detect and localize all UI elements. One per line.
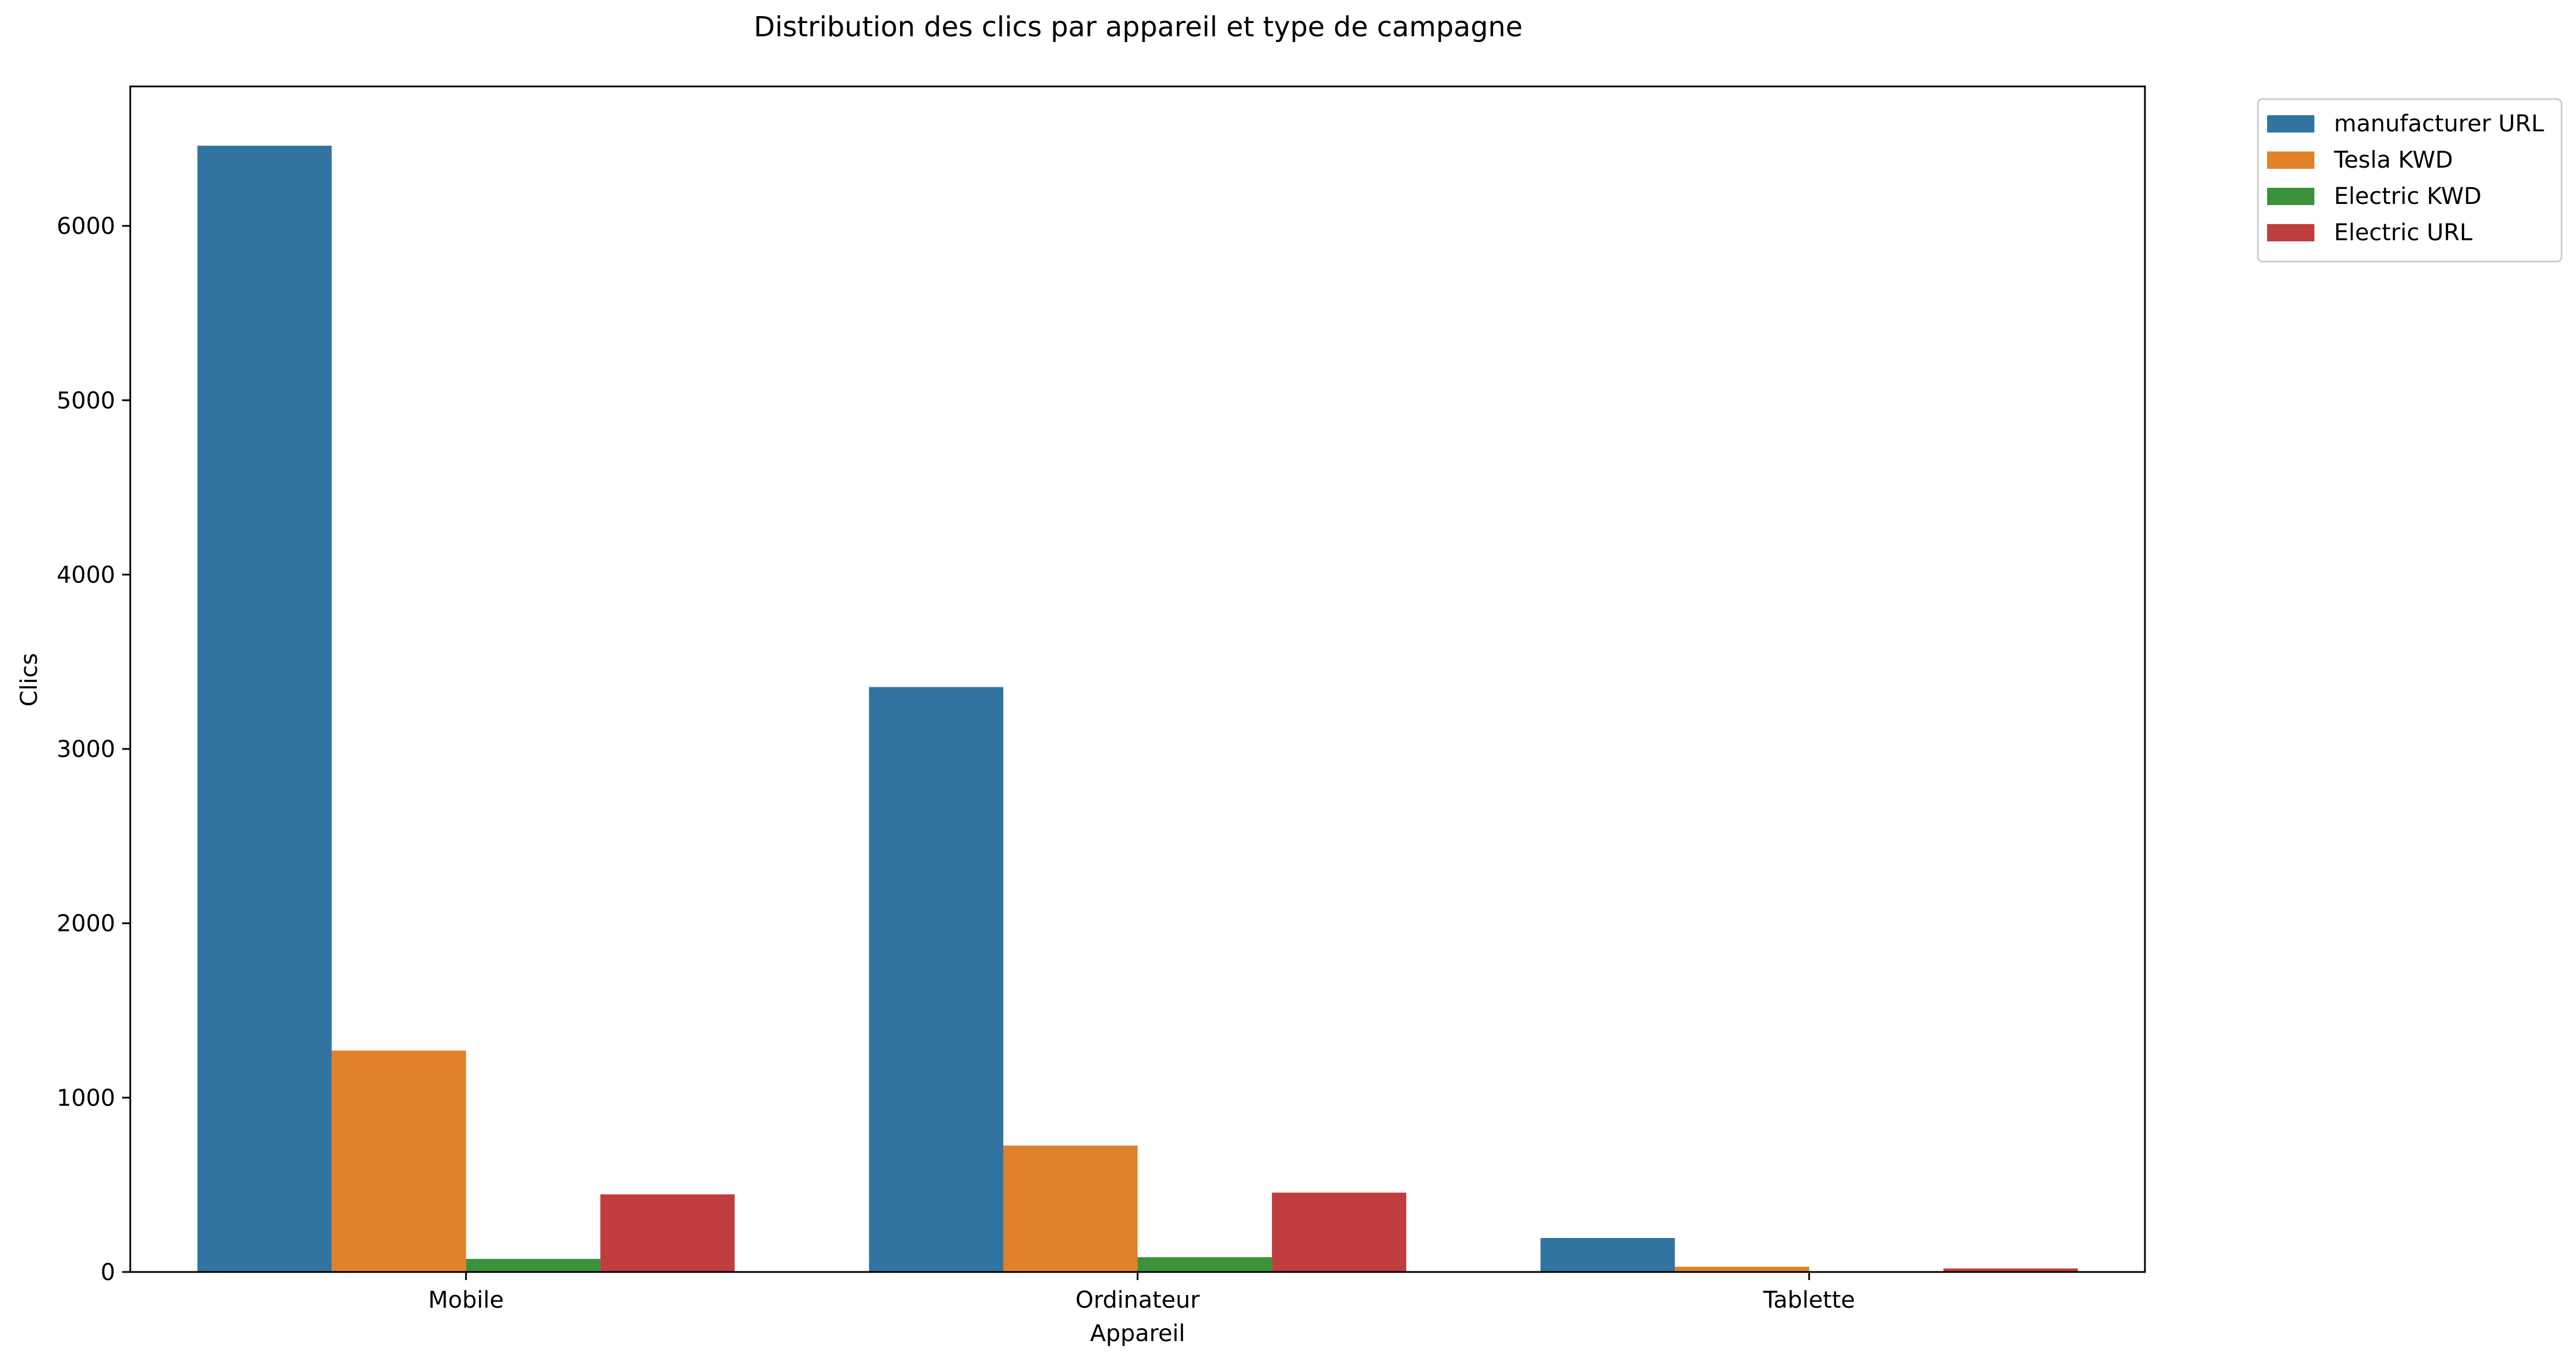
bar-tesla-kwd-tablette: [1675, 1266, 1810, 1272]
y-tick-label: 3000: [56, 736, 115, 763]
bar-electric-kwd-ordinateur: [1138, 1257, 1272, 1272]
bar-electric-url-tablette: [1943, 1268, 2078, 1272]
bar-electric-kwd-mobile: [466, 1259, 600, 1272]
y-tick-label: 0: [101, 1259, 115, 1286]
legend-label: Tesla KWD: [2333, 147, 2453, 173]
x-tick-label: Ordinateur: [1075, 1287, 1200, 1313]
bars-layer: [197, 145, 2078, 1272]
y-tick-label: 4000: [56, 562, 115, 588]
y-tick-label: 6000: [56, 213, 115, 240]
y-axis-label: Clics: [16, 653, 43, 707]
bar-manufacturer-url-mobile: [197, 145, 332, 1272]
y-tick-label: 2000: [56, 911, 115, 937]
bar-tesla-kwd-mobile: [331, 1050, 466, 1272]
chart-title: Distribution des clics par appareil et t…: [754, 11, 1523, 43]
legend-label: manufacturer URL: [2334, 111, 2544, 137]
bar-manufacturer-url-tablette: [1540, 1238, 1675, 1272]
legend-label: Electric URL: [2334, 219, 2473, 246]
bar-electric-url-ordinateur: [1272, 1192, 1407, 1272]
legend-label: Electric KWD: [2334, 183, 2481, 210]
legend: manufacturer URL Tesla KWD Electric KWD Ele…: [2257, 98, 2563, 263]
y-tick-label: 5000: [56, 388, 115, 414]
x-tick-label: Mobile: [428, 1287, 504, 1313]
legend-swatch: [2267, 224, 2314, 241]
legend-swatch: [2267, 115, 2314, 132]
x-axis-label: Appareil: [1090, 1320, 1185, 1347]
legend-swatch: [2267, 152, 2314, 169]
bar-electric-url-mobile: [600, 1194, 735, 1272]
legend-swatch: [2267, 188, 2314, 205]
x-axis: Mobile Ordinateur Tablette: [428, 1272, 1855, 1313]
bar-tesla-kwd-ordinateur: [1003, 1145, 1138, 1272]
y-tick-label: 1000: [56, 1085, 115, 1111]
y-axis: 0 1000 2000 3000 4000 5000 6000: [56, 213, 130, 1286]
legend-box: [2257, 98, 2563, 263]
bar-manufacturer-url-ordinateur: [868, 687, 1003, 1272]
x-tick-label: Tablette: [1763, 1287, 1855, 1313]
